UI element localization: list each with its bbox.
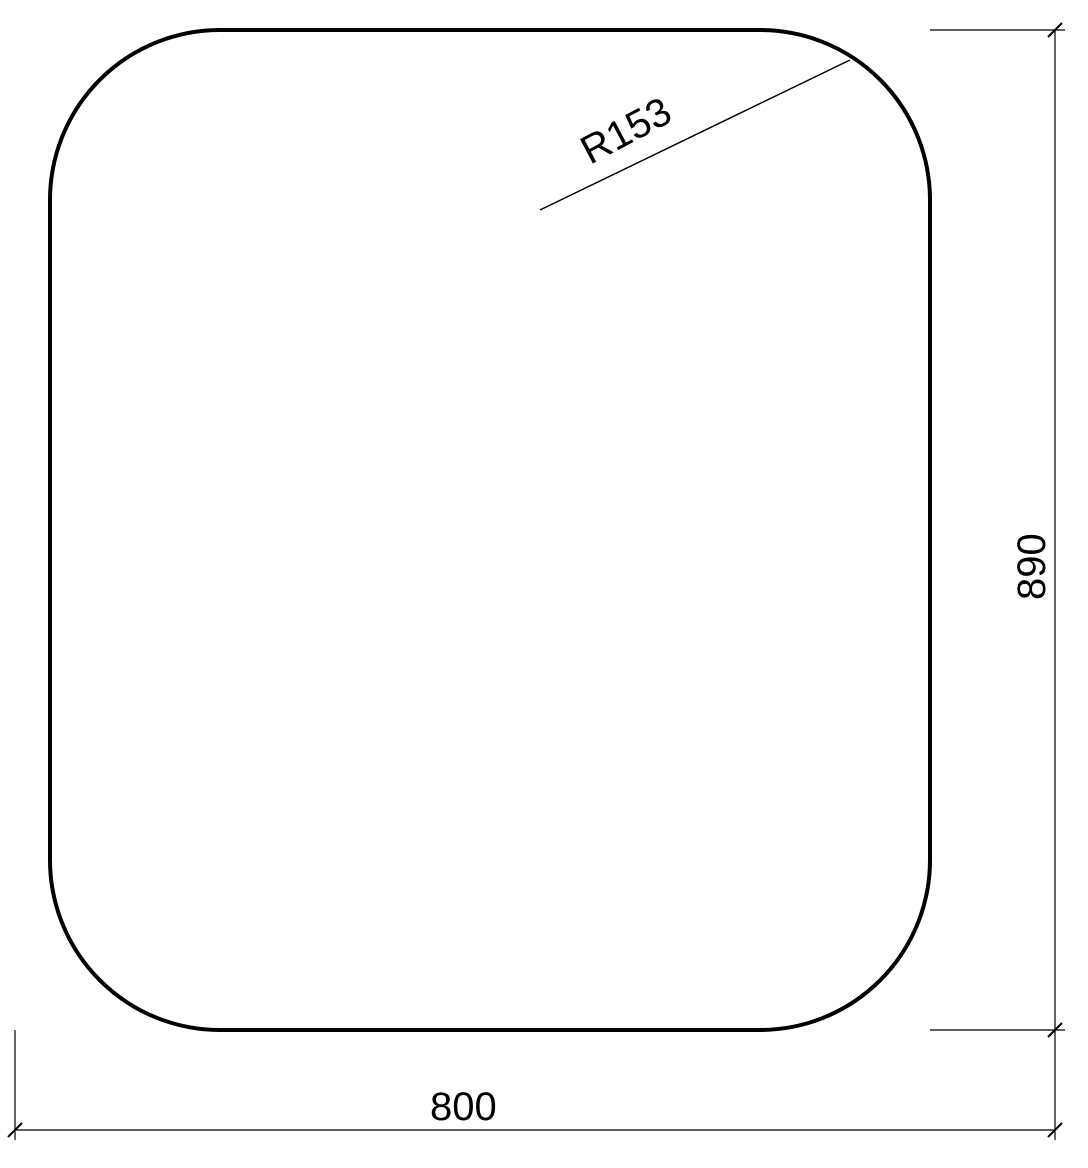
height-label: 890 — [1010, 533, 1054, 600]
radius-label: R153 — [574, 89, 679, 173]
rounded-rect-shape — [50, 30, 930, 1030]
drawing-canvas: R153 800 890 — [0, 0, 1088, 1168]
width-label: 800 — [430, 1085, 497, 1129]
